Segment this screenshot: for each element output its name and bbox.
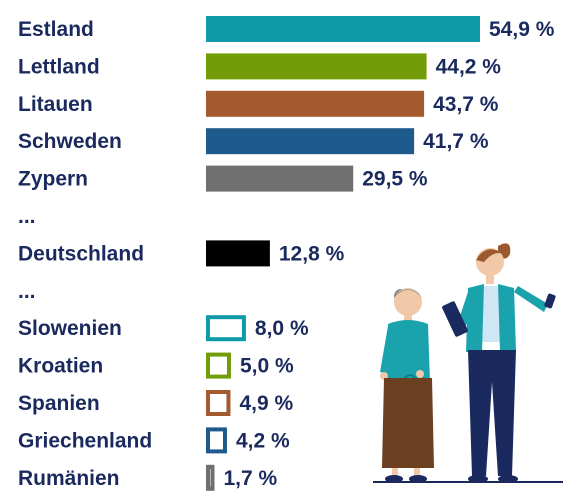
- young-woman-icon: [442, 243, 556, 483]
- category-label-rumaenien: Rumänien: [18, 467, 120, 490]
- value-label-schweden: 41,7 %: [423, 130, 489, 153]
- value-label-estland: 54,9 %: [489, 18, 555, 41]
- value-label-slowenien: 8,0 %: [255, 317, 309, 340]
- category-label-lettland: Lettland: [18, 55, 100, 78]
- value-label-lettland: 44,2 %: [436, 55, 502, 78]
- category-label-ellipsis-7: ...: [18, 280, 36, 303]
- value-label-zypern: 29,5 %: [362, 168, 428, 191]
- category-label-ellipsis-5: ...: [18, 205, 36, 228]
- bar-estland: [206, 16, 480, 42]
- category-label-litauen: Litauen: [18, 93, 93, 116]
- value-label-litauen: 43,7 %: [433, 93, 499, 116]
- bar-kroatien: [206, 352, 231, 379]
- bar-spanien: [206, 390, 231, 416]
- value-label-griechenland: 4,2 %: [236, 429, 290, 452]
- category-label-deutschland: Deutschland: [18, 242, 144, 265]
- category-label-kroatien: Kroatien: [18, 355, 103, 378]
- bar-lettland: [206, 53, 427, 80]
- bar-schweden: [206, 128, 415, 155]
- bar-slowenien: [206, 315, 246, 342]
- value-label-kroatien: 5,0 %: [240, 355, 294, 378]
- category-label-spanien: Spanien: [18, 392, 100, 415]
- category-label-estland: Estland: [18, 18, 94, 41]
- bar-litauen: [206, 90, 425, 117]
- bar-rumaenien: [206, 464, 215, 491]
- bar-deutschland: [206, 240, 270, 267]
- value-label-rumaenien: 1,7 %: [223, 467, 277, 490]
- category-label-zypern: Zypern: [18, 168, 88, 191]
- category-label-schweden: Schweden: [18, 130, 122, 153]
- elderly-woman-icon: [380, 288, 434, 483]
- people-illustration: [373, 243, 563, 483]
- value-label-deutschland: 12,8 %: [279, 242, 345, 265]
- value-label-spanien: 4,9 %: [239, 392, 293, 415]
- category-label-slowenien: Slowenien: [18, 317, 122, 340]
- bar-zypern: [206, 165, 354, 192]
- bar-griechenland: [206, 427, 227, 454]
- category-label-griechenland: Griechenland: [18, 429, 152, 452]
